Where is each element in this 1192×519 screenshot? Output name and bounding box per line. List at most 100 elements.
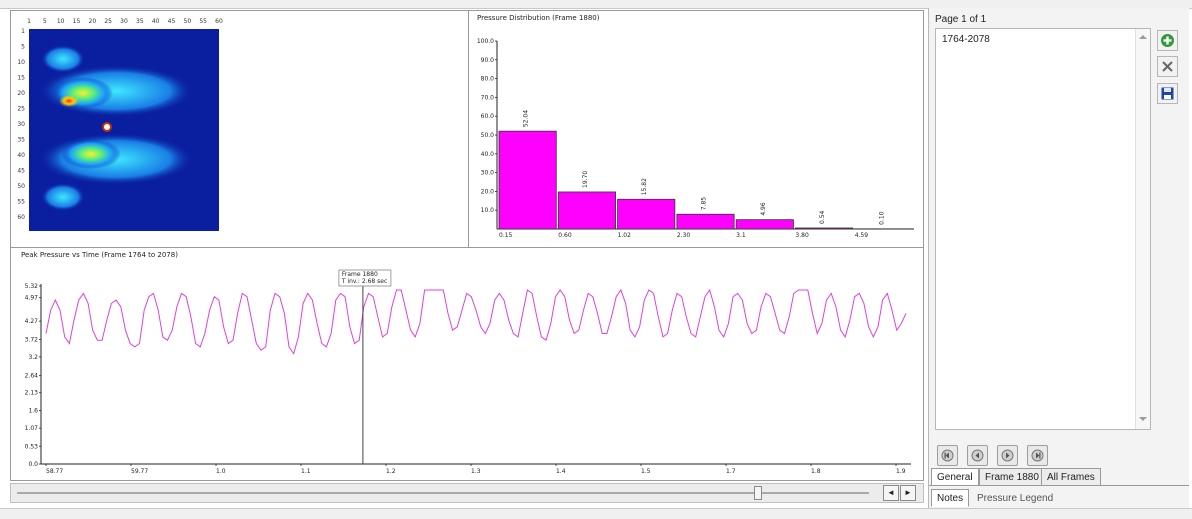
heatmap-x-tick: 40 bbox=[152, 18, 160, 25]
heatmap-y-tick: 1 bbox=[21, 28, 25, 35]
heatmap-y-tick: 10 bbox=[17, 59, 25, 66]
timeline-step-left-button[interactable]: ◄ bbox=[883, 485, 899, 501]
bar-value-label: 19.70 bbox=[582, 171, 589, 188]
bar-value-label: 4.96 bbox=[760, 202, 767, 216]
heatmap-y-tick: 55 bbox=[17, 199, 25, 206]
pressure-distribution-bar bbox=[499, 131, 556, 229]
heatmap-x-tick: 55 bbox=[199, 18, 207, 25]
delete-interval-button[interactable] bbox=[1157, 56, 1178, 77]
bar-y-tick-label: 50.0 bbox=[481, 132, 495, 139]
heatmap-x-tick: 25 bbox=[104, 18, 112, 25]
page-indicator: Page 1 of 1 bbox=[935, 14, 986, 25]
line-y-tick-label: 3.72 bbox=[25, 337, 39, 344]
line-y-tick-label: 5.32 bbox=[25, 283, 39, 290]
bar-y-tick-label: 80.0 bbox=[481, 76, 495, 83]
next-frame-icon bbox=[1001, 449, 1014, 462]
list-scrollbar[interactable] bbox=[1135, 29, 1150, 429]
bar-value-label: 0.54 bbox=[819, 210, 826, 224]
heatmap-y-tick: 15 bbox=[17, 75, 25, 82]
frame-cursor-tooltip: Frame 1880 T inv.: 2.68 sec bbox=[339, 270, 391, 286]
heatmap-y-tick: 20 bbox=[17, 90, 25, 97]
center-of-force-marker[interactable] bbox=[103, 123, 111, 131]
line-y-tick-label: 1.6 bbox=[28, 407, 38, 414]
pressure-distribution-bar bbox=[736, 220, 793, 229]
step-right-icon: ► bbox=[904, 488, 912, 497]
line-y-tick-label: 2.64 bbox=[25, 373, 39, 380]
pressure-distribution-bar bbox=[618, 199, 675, 229]
line-x-tick-label: 58.77 bbox=[46, 468, 63, 475]
heatmap-peak-upper bbox=[59, 95, 79, 107]
line-y-tick-label: 1.07 bbox=[25, 425, 39, 432]
tab-general[interactable]: General bbox=[931, 468, 979, 486]
heatmap-x-tick: 10 bbox=[57, 18, 65, 25]
peak-pressure-chart: Peak Pressure vs Time (Frame 1764 to 207… bbox=[11, 248, 923, 480]
bar-y-tick-label: 10.0 bbox=[481, 207, 495, 214]
bar-x-tick-label: 0.15 bbox=[499, 232, 513, 239]
timeline-scrollbar[interactable]: ◄ ► bbox=[10, 483, 924, 503]
tab-pressure-legend[interactable]: Pressure Legend bbox=[971, 489, 1059, 507]
line-chart-title: Peak Pressure vs Time (Frame 1764 to 207… bbox=[21, 251, 178, 259]
timeline-track bbox=[17, 492, 869, 494]
peak-pressure-series-line bbox=[46, 290, 906, 354]
heatmap-y-tick: 30 bbox=[17, 121, 25, 128]
cursor-tooltip-line-1: Frame 1880 bbox=[342, 271, 378, 278]
cursor-tooltip-line-2: T inv.: 2.68 sec bbox=[341, 278, 387, 285]
tab-strip-divider bbox=[929, 485, 1189, 486]
heatmap-x-tick: 45 bbox=[168, 18, 176, 25]
tab-frame[interactable]: Frame 1880 bbox=[979, 468, 1045, 486]
bar-value-label: 0.10 bbox=[878, 211, 885, 225]
bar-x-tick-label: 0.60 bbox=[558, 232, 572, 239]
bar-x-tick-label: 3.1 bbox=[736, 232, 746, 239]
interval-list-item[interactable]: 1764-2078 bbox=[942, 34, 990, 45]
previous-frame-button[interactable] bbox=[967, 445, 988, 466]
next-frame-button[interactable] bbox=[997, 445, 1018, 466]
pressure-distribution-bar bbox=[558, 192, 615, 229]
window-bottom-bar bbox=[0, 508, 1192, 519]
add-interval-button[interactable] bbox=[1157, 30, 1178, 51]
interval-list[interactable]: 1764-2078 bbox=[935, 28, 1151, 430]
last-frame-button[interactable] bbox=[1027, 445, 1048, 466]
first-frame-button[interactable] bbox=[937, 445, 958, 466]
step-left-icon: ◄ bbox=[887, 488, 895, 497]
bar-x-tick-label: 1.02 bbox=[618, 232, 632, 239]
add-icon bbox=[1160, 33, 1175, 48]
heatmap-toe-upper bbox=[41, 45, 85, 73]
bar-x-tick-label: 3.80 bbox=[795, 232, 809, 239]
heatmap-y-tick: 45 bbox=[17, 168, 25, 175]
bar-y-tick-label: 20.0 bbox=[481, 188, 495, 195]
bar-x-tick-label: 2.30 bbox=[677, 232, 691, 239]
timeline-step-right-button[interactable]: ► bbox=[900, 485, 916, 501]
bar-y-tick-label: 30.0 bbox=[481, 170, 495, 177]
pressure-distribution-bar bbox=[795, 228, 852, 229]
line-x-tick-label: 1.3 bbox=[471, 468, 481, 475]
bar-y-tick-label: 70.0 bbox=[481, 94, 495, 101]
line-y-tick-label: 2.13 bbox=[25, 390, 39, 397]
save-interval-button[interactable] bbox=[1157, 83, 1178, 104]
bar-value-label: 7.85 bbox=[701, 197, 708, 211]
bar-x-tick-label: 4.59 bbox=[855, 232, 869, 239]
pressure-distribution-bar bbox=[677, 214, 734, 229]
heatmap-y-tick: 25 bbox=[17, 106, 25, 113]
line-x-tick-label: 59.77 bbox=[131, 468, 148, 475]
first-frame-icon bbox=[941, 449, 954, 462]
line-x-tick-label: 1.1 bbox=[301, 468, 311, 475]
line-x-tick-label: 1.2 bbox=[386, 468, 396, 475]
pressure-distribution-panel: Pressure Distribution (Frame 1880) 100.0… bbox=[468, 10, 924, 248]
scroll-up-icon[interactable] bbox=[1139, 35, 1147, 39]
tab-all-frames[interactable]: All Frames bbox=[1041, 468, 1101, 486]
tab-notes[interactable]: Notes bbox=[931, 489, 969, 507]
bar-y-tick-label: 40.0 bbox=[481, 151, 495, 158]
line-y-tick-label: 0.0 bbox=[28, 461, 38, 468]
timeline-thumb[interactable] bbox=[754, 486, 762, 500]
save-icon bbox=[1160, 86, 1175, 101]
heatmap-y-tick: 60 bbox=[17, 214, 25, 221]
right-panel: Page 1 of 1 1764-2078 bbox=[928, 8, 1189, 508]
scroll-down-icon[interactable] bbox=[1139, 417, 1147, 421]
bar-chart-title: Pressure Distribution (Frame 1880) bbox=[477, 14, 600, 22]
heatmap-x-tick: 50 bbox=[184, 18, 192, 25]
line-x-tick-label: 1.0 bbox=[216, 468, 226, 475]
heatmap-x-tick: 30 bbox=[120, 18, 128, 25]
delete-icon bbox=[1160, 59, 1175, 74]
